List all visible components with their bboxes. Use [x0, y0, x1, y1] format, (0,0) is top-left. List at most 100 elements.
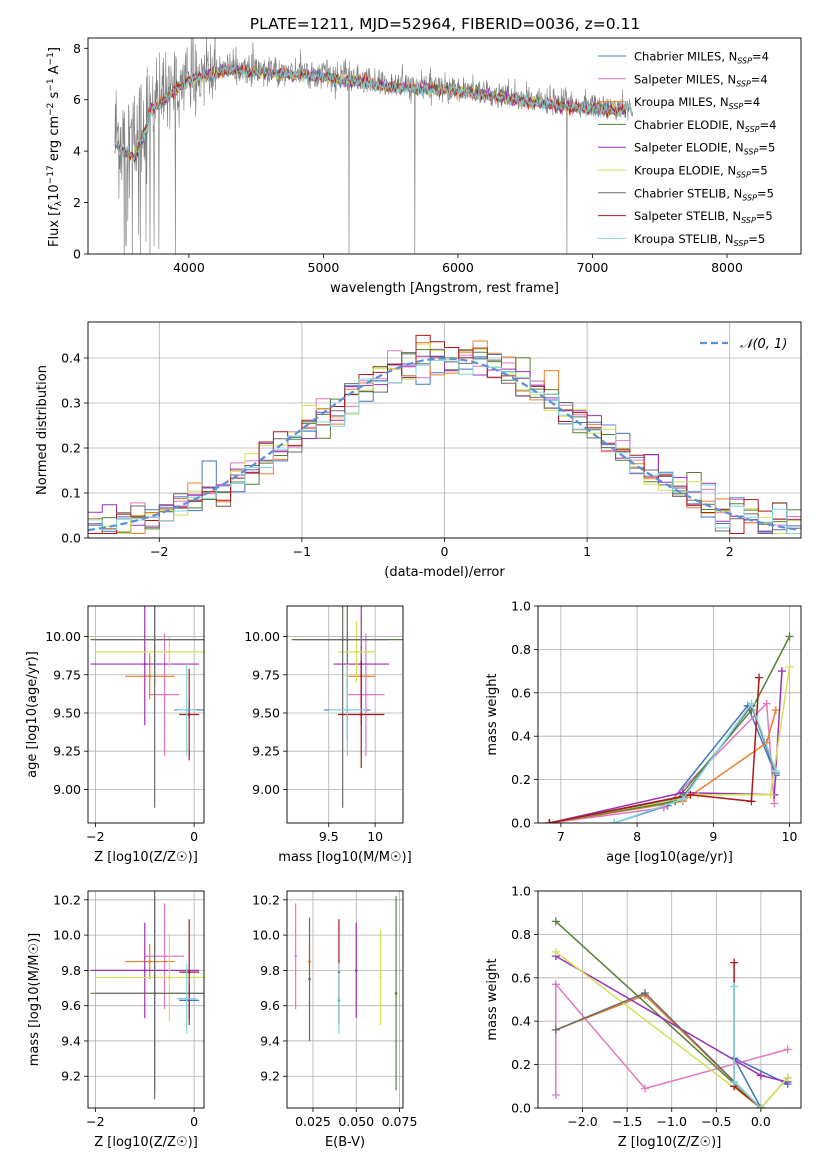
weight-marker-3 [785, 632, 794, 641]
mass-vs-ebv-ytick-label: 9.4 [260, 1033, 280, 1048]
spectrum-ytick-label: 0 [73, 247, 81, 262]
residuals-xtick-label: −2 [150, 544, 168, 559]
legend-text-part: SSP [742, 193, 757, 202]
spectrum-ylabel: Flux [fλ10−17 erg cm−2 s−1 A−1] [46, 47, 64, 247]
weight-vs-age-xlabel: age [log10(age/yr)] [606, 850, 733, 865]
weight-vs-age-xtick-label: 8 [633, 829, 641, 844]
legend-entry-3: Chabrier ELODIE, NSSP=4 [634, 118, 776, 134]
residuals-ytick-label: 0.3 [61, 396, 81, 411]
point-4 [143, 969, 147, 972]
weight-marker-7 [686, 790, 695, 799]
residuals-xlabel: (data-model)/error [384, 565, 505, 580]
weight-vs-Z-ytick-label: 0.6 [511, 970, 531, 985]
legend-text-part: Chabrier MILES, N [634, 50, 737, 64]
legend-text-part: =5 [757, 186, 774, 200]
point-6 [308, 977, 311, 981]
weight-marker-1 [551, 980, 560, 989]
weight-line-6 [555, 992, 762, 1108]
spectrum-xtick-label: 7000 [577, 260, 609, 275]
weight-vs-Z-ytick-label: 0.2 [511, 1057, 531, 1072]
residuals-ytick-label: 0.4 [61, 351, 81, 366]
age-vs-Z-xlabel: Z [log10(Z/Z☉)] [94, 850, 198, 865]
mass-vs-Z-xlabel: Z [log10(Z/Z☉)] [94, 1135, 198, 1150]
weight-marker-8 [730, 1077, 739, 1086]
point-3 [394, 992, 398, 995]
weight-marker-8 [678, 795, 687, 804]
residuals-ytick-label: 0.1 [61, 486, 81, 501]
legend-text-part: Kroupa ELODIE, N [634, 164, 736, 178]
weight-marker-2 [771, 706, 780, 715]
ylabel-part: −1 [46, 78, 56, 91]
ylabel-part: A [47, 65, 62, 78]
weight-line-5 [555, 951, 789, 1108]
spectrum-xtick-label: 8000 [711, 260, 743, 275]
gaussian-legend-label: 𝒩(0, 1) [740, 337, 787, 352]
observed-spectrum [114, 38, 633, 254]
weight-vs-Z-frame [537, 890, 802, 1109]
weight-line-8 [613, 702, 777, 823]
spectrum-ytick-label: 2 [73, 195, 81, 210]
model-spectrum-8 [118, 64, 633, 164]
weight-vs-age-ytick-label: 0.4 [511, 729, 531, 744]
point-1 [294, 954, 297, 958]
residuals-ylabel: Normed distribution [35, 365, 50, 495]
age-vs-mass-ytick-label: 9.25 [252, 744, 280, 759]
weight-marker-3 [551, 917, 560, 926]
weight-marker-1 [640, 1084, 649, 1093]
legend-text-part: Kroupa MILES, N [634, 95, 729, 109]
legend-text-part: SSP [745, 125, 760, 134]
legend-text-part: SSP [729, 102, 744, 111]
age-vs-mass-xlabel: mass [log10(M/M☉)] [278, 850, 411, 865]
weight-vs-Z-ytick-label: 0.4 [511, 1014, 531, 1029]
mass-vs-Z-ylabel: mass [log10(M/M☉)] [27, 933, 42, 1066]
age-vs-mass-chart: 9.5 10 9.00 9.25 9.50 9.75 10.00 mass [log10(M/… [244, 605, 412, 865]
ylabel-part: 10 [47, 184, 62, 201]
weight-vs-age-plot-area [545, 632, 794, 823]
mass-vs-ebv-plot-area [294, 896, 398, 1091]
spectrum-chart: 4000 5000 6000 7000 8000 0 2 4 6 8 wavelength [Ang… [46, 37, 802, 296]
weight-vs-age-xtick-label: 10 [782, 829, 798, 844]
weight-line-1 [549, 701, 776, 823]
point-6 [341, 638, 344, 641]
mass-vs-ebv-xtick-label: 0.025 [295, 1114, 331, 1129]
weight-marker-7 [545, 819, 554, 823]
legend-text-part: =5 [748, 232, 765, 246]
point-4 [143, 662, 147, 666]
weight-marker-4 [756, 1071, 765, 1080]
weight-marker-1 [770, 799, 779, 808]
legend-text-part: =4 [752, 50, 769, 64]
weight-marker-8 [756, 1104, 765, 1108]
weight-line-4 [549, 671, 783, 823]
weight-vs-Z-chart: −2.0 −1.5 −1.0 −0.5 0.0 0.0 0.2 0.4 0.6 0.8 1.0 Z [… [485, 884, 802, 1150]
spectrum-ytick-label: 6 [73, 92, 81, 107]
mass-vs-ebv-ytick-label: 9.8 [260, 963, 280, 978]
ylabel-part: Flux [ [47, 211, 62, 247]
mass-vs-Z-ytick-label: 9.6 [61, 998, 81, 1013]
mass-vs-Z-plot-area [90, 891, 204, 1100]
weight-vs-Z-xtick-label: −0.5 [701, 1114, 731, 1129]
mass-vs-ebv-xtick-label: 0.050 [338, 1114, 374, 1129]
legend-entry-4: Salpeter ELODIE, NSSP=5 [634, 141, 775, 157]
weight-vs-Z-ytick-label: 1.0 [511, 884, 531, 899]
mass-vs-ebv-frame [286, 890, 404, 1109]
residuals-plot-area [88, 334, 801, 534]
point-8 [337, 997, 341, 1000]
spectrum-xlabel: wavelength [Angstrom, rest frame] [330, 281, 559, 296]
point-4 [354, 969, 358, 972]
spectrum-ytick-label: 4 [73, 144, 81, 159]
age-vs-Z-chart: −2 0 9.00 9.25 9.50 9.75 10.00 Z [log10(Z/Z☉)] a… [25, 605, 205, 865]
age-vs-Z-ytick-label: 9.75 [53, 667, 81, 682]
age-vs-Z-ylabel: age [log10(age/yr)] [25, 651, 40, 778]
residuals-xtick-label: 2 [726, 544, 734, 559]
weight-vs-Z-ylabel: mass weight [485, 958, 500, 1040]
mass-vs-ebv-xlabel: E(B-V) [325, 1135, 365, 1150]
legend-text-part: =4 [751, 72, 768, 86]
age-vs-Z-frame [87, 605, 205, 824]
weight-marker-6 [640, 988, 649, 997]
age-vs-mass-ytick-label: 9.50 [252, 705, 280, 720]
weight-marker-8 [771, 766, 780, 775]
weight-vs-Z-xtick-label: −1.5 [612, 1114, 642, 1129]
weight-vs-age-ylabel: mass weight [485, 673, 500, 755]
weight-marker-5 [551, 947, 560, 956]
